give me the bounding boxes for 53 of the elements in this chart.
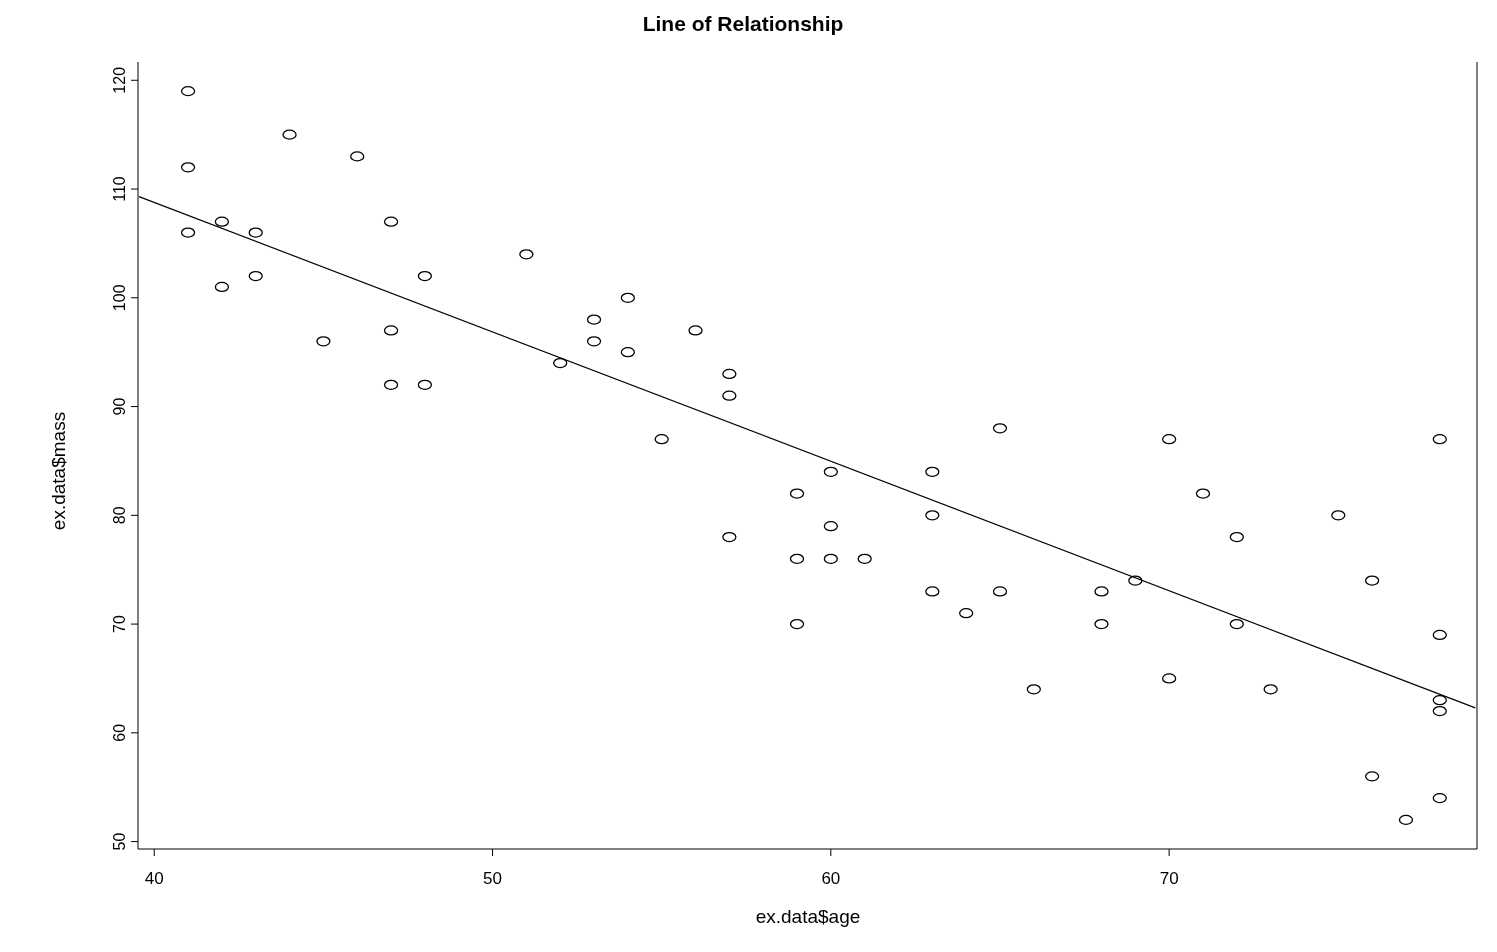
point	[1432, 629, 1447, 641]
point	[823, 521, 838, 532]
x-tick-label: 60	[821, 869, 841, 889]
point	[417, 270, 433, 282]
point	[214, 281, 230, 293]
y-tick-label: 110	[111, 176, 128, 202]
x-tick-label: 70	[1159, 869, 1179, 889]
point	[1128, 575, 1143, 586]
point	[316, 336, 331, 347]
x-axis-title: ex.data$age	[754, 906, 862, 928]
point	[248, 270, 263, 282]
point	[1432, 705, 1447, 717]
point	[1094, 586, 1109, 597]
point	[350, 151, 365, 162]
point	[722, 390, 737, 401]
point	[1263, 684, 1278, 695]
point	[1026, 684, 1041, 695]
point	[1432, 434, 1447, 445]
point	[1331, 510, 1346, 521]
point	[925, 586, 940, 597]
y-tick-label: 80	[111, 506, 128, 525]
y-tick-label: 70	[111, 615, 128, 633]
point	[789, 618, 805, 630]
x-tick-label: 50	[483, 869, 502, 889]
y-tick-label: 90	[111, 397, 128, 416]
point	[1094, 618, 1109, 630]
point	[722, 368, 737, 380]
point	[1229, 531, 1244, 543]
y-tick-label: 100	[111, 284, 128, 312]
chart-title: Line of Relationship	[641, 12, 845, 36]
point	[925, 510, 940, 521]
point	[654, 434, 669, 445]
point	[1162, 434, 1177, 445]
point	[925, 466, 940, 477]
point	[282, 129, 297, 140]
point	[248, 227, 263, 238]
point	[1432, 695, 1447, 706]
point	[519, 249, 534, 260]
y-axis-title: ex.data$mass	[48, 411, 70, 531]
point	[1162, 673, 1177, 684]
point	[959, 608, 974, 619]
y-tick-label: 60	[111, 723, 128, 742]
point	[553, 357, 568, 369]
point	[1229, 618, 1244, 630]
point	[857, 553, 872, 564]
point	[823, 553, 838, 564]
point	[1432, 792, 1447, 804]
x-tick-label: 40	[144, 869, 164, 889]
point	[823, 466, 838, 477]
y-tick-label: 120	[111, 66, 128, 94]
point	[688, 325, 703, 336]
y-tick-label: 50	[111, 832, 128, 851]
point	[722, 531, 737, 543]
